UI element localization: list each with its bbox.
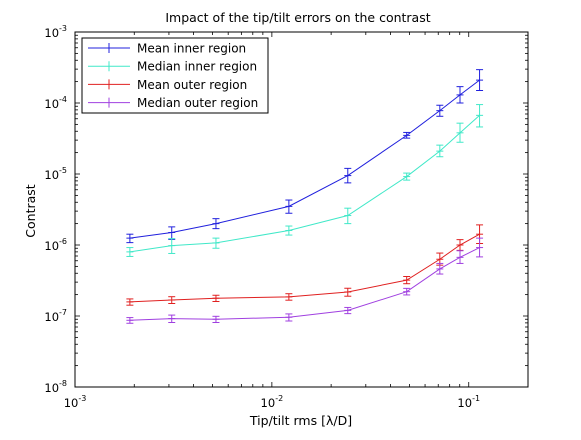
series-median-outer-region: [126, 237, 484, 324]
x-tick-label: 10-2: [261, 394, 284, 410]
x-tick-label-exponent: -3: [78, 394, 86, 403]
y-tick-label-base: 10: [44, 168, 59, 182]
y-tick-label-base: 10: [44, 239, 59, 253]
y-tick-label-exponent: -8: [59, 379, 67, 388]
y-tick-label-exponent: -6: [59, 237, 67, 246]
legend: Mean inner region Median inner region Mean…: [81, 37, 269, 114]
series-line: [129, 114, 480, 253]
y-tick-label: 10-7: [44, 308, 67, 324]
legend-entry: Mean outer region: [88, 78, 247, 92]
series-median-inner-region: [126, 104, 484, 257]
series-layer: [126, 69, 484, 324]
x-tick-label-base: 10: [261, 396, 276, 410]
series-line: [129, 233, 480, 303]
y-tick-label-exponent: -3: [59, 24, 67, 33]
y-tick-label: 10-5: [44, 166, 67, 182]
x-tick-label-exponent: -2: [275, 394, 283, 403]
y-tick-label-exponent: -5: [59, 166, 67, 175]
legend-entry: Median outer region: [88, 96, 258, 110]
legend-entry: Median inner region: [88, 60, 257, 74]
x-tick-label: 10-3: [64, 394, 87, 410]
series-mean-outer-region: [126, 224, 484, 306]
legend-label: Mean outer region: [137, 78, 247, 92]
legend-entry: Mean inner region: [88, 42, 246, 56]
series-line: [129, 247, 480, 321]
y-tick-label: 10-4: [44, 95, 67, 111]
series-mean-inner-region: [126, 69, 484, 244]
y-tick-label-base: 10: [44, 97, 59, 111]
y-tick-label-exponent: -7: [59, 308, 67, 317]
y-tick-label-exponent: -4: [59, 95, 67, 104]
x-tick-label-base: 10: [64, 396, 79, 410]
plot-area-frame: [74, 31, 529, 388]
x-tick-label-base: 10: [457, 396, 472, 410]
x-axis-label: Tip/tilt rms [λ/D]: [249, 413, 352, 428]
legend-label: Median inner region: [137, 60, 257, 74]
y-tick-label-base: 10: [44, 26, 59, 40]
y-tick-label-base: 10: [44, 310, 59, 324]
x-tick-label: 10-1: [457, 394, 480, 410]
y-axis-label: Contrast: [23, 184, 38, 238]
y-tick-label: 10-6: [44, 237, 67, 253]
legend-label: Mean inner region: [137, 42, 246, 56]
legend-label: Median outer region: [137, 96, 258, 110]
y-tick-label-base: 10: [44, 381, 59, 395]
y-tick-label: 10-3: [44, 24, 67, 40]
chart-title: Impact of the tip/tilt errors on the con…: [165, 10, 430, 25]
x-tick-label-exponent: -1: [472, 394, 480, 403]
legend-box: [81, 37, 269, 114]
y-tick-label: 10-8: [44, 379, 67, 395]
